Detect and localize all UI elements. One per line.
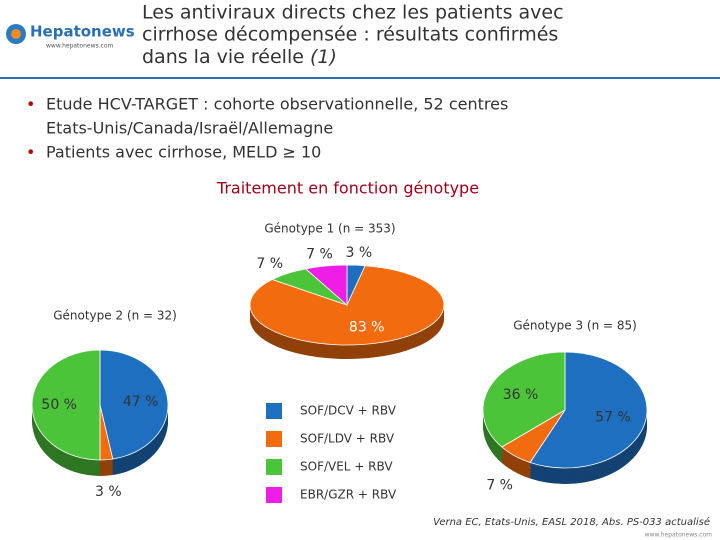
slice [31,349,101,461]
title-note: (1) [310,46,337,68]
footer-url: www.hepatonews.com [645,532,712,539]
slice [529,351,648,469]
logo-text: Hepatonews [30,23,135,41]
citation: Verna EC, Etats-Unis, EASL 2018, Abs. PS… [433,516,710,528]
title-line: cirrhose décompensée : résultats confirm… [142,24,558,46]
legend-label: SOF/VEL + RBV [300,460,393,474]
logo-url: www.hepatonews.com [46,43,113,50]
chart-title: Génotype 1 (n = 353) [264,222,395,236]
legend-swatch [266,403,282,419]
title-text: dans la vie réelle [142,46,304,68]
value-label: 7 % [306,246,333,262]
legend-swatch [266,431,282,447]
logo-icon-core [11,29,21,39]
value-label: 7 % [256,256,283,272]
value-label: 47 % [123,394,159,410]
pie [31,349,169,476]
section-title: Traitement en fonction génotype [216,179,479,198]
chart-title: Génotype 3 (n = 85) [513,319,637,333]
value-label: 3 % [346,245,373,261]
value-label: 7 % [486,478,513,494]
title-line: dans la vie réelle (1) [142,46,337,68]
pie [249,264,445,359]
bullet-text: Etats-Unis/Canada/Israël/Allemagne [46,119,333,138]
pie [482,351,648,484]
chart-title: Génotype 2 (n = 32) [53,309,177,323]
title-line: Les antiviraux directs chez les patients… [142,2,564,24]
value-label: 3 % [95,484,122,500]
value-label: 36 % [503,387,539,403]
legend-label: SOF/LDV + RBV [300,432,395,446]
legend-label: EBR/GZR + RBV [300,488,397,502]
legend-label: SOF/DCV + RBV [300,404,397,418]
bullet-text: Etude HCV-TARGET : cohorte observationne… [46,95,508,114]
slice [99,349,169,460]
logo: Hepatonews www.hepatonews.com [6,23,135,50]
value-label: 83 % [349,320,385,336]
bullet-dot: • [26,95,35,114]
bullet-text: Patients avec cirrhose, MELD ≥ 10 [46,143,321,162]
slice [482,351,566,448]
slice [304,264,348,306]
bullet-dot: • [26,143,35,162]
legend-swatch [266,487,282,503]
value-label: 50 % [41,397,77,413]
value-label: 57 % [595,410,631,426]
legend-swatch [266,459,282,475]
